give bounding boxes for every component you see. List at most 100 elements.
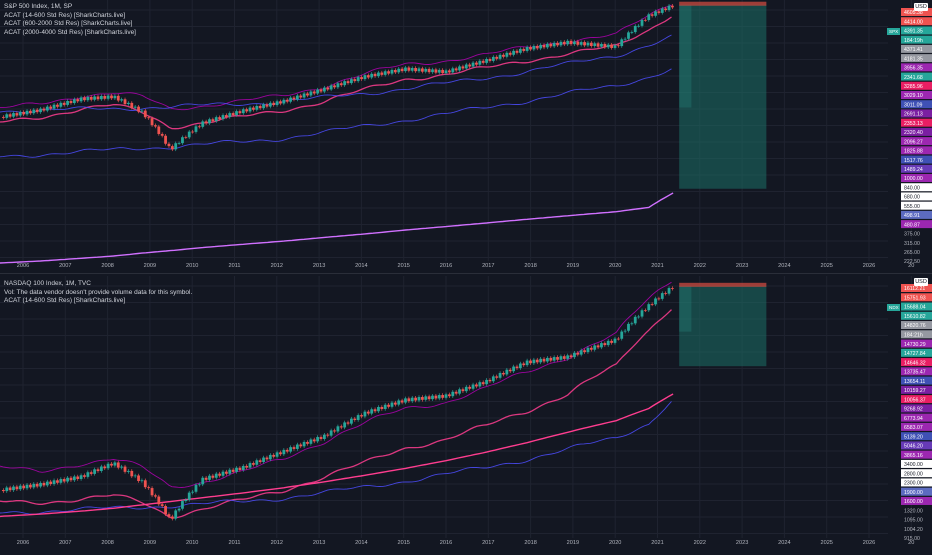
ndx-candle[interactable] (478, 382, 482, 387)
spx-candle[interactable] (417, 68, 421, 72)
spx-candle[interactable] (579, 42, 583, 45)
ndx-candle[interactable] (657, 298, 661, 300)
spx-candle[interactable] (664, 8, 668, 11)
spx-candle[interactable] (285, 99, 289, 102)
spx-candle[interactable] (150, 118, 154, 126)
ndx-currency-button[interactable]: USD (914, 278, 928, 286)
spx-candle[interactable] (387, 71, 390, 74)
spx-title[interactable]: S&P 500 Index, 1M, SP (4, 3, 73, 10)
spx-candle[interactable] (208, 119, 211, 124)
spx-candle[interactable] (333, 85, 336, 88)
ndx-candle[interactable] (326, 434, 330, 436)
spx-candle[interactable] (56, 104, 59, 107)
ndx-candle[interactable] (66, 477, 69, 482)
spx-projection-box[interactable] (679, 4, 767, 189)
spx-candle[interactable] (110, 95, 113, 99)
spx-candle[interactable] (596, 43, 600, 47)
ndx-candle[interactable] (589, 347, 593, 350)
ndx-candle[interactable] (498, 372, 502, 378)
spx-candle[interactable] (353, 79, 357, 82)
ndx-candle[interactable] (444, 394, 448, 398)
ndx-candle[interactable] (157, 496, 161, 505)
spx-candle[interactable] (106, 95, 110, 99)
ndx-candle[interactable] (596, 345, 600, 348)
ndx-candle[interactable] (25, 484, 29, 489)
ndx-candle[interactable] (194, 484, 198, 492)
spx-candle[interactable] (610, 44, 613, 48)
spx-candle[interactable] (390, 69, 394, 74)
ndx-candle[interactable] (431, 395, 434, 400)
spx-candle[interactable] (137, 106, 140, 112)
spx-candle[interactable] (72, 99, 76, 104)
ndx-candle[interactable] (650, 304, 654, 305)
ndx-candle[interactable] (221, 471, 225, 476)
ndx-candle[interactable] (569, 355, 573, 358)
ndx-candle[interactable] (45, 481, 49, 486)
ndx-candle[interactable] (552, 357, 556, 361)
ndx-candle[interactable] (235, 467, 238, 472)
ndx-candle[interactable] (424, 396, 428, 400)
spx-candle[interactable] (427, 68, 431, 73)
spx-candle[interactable] (657, 11, 661, 13)
spx-candle[interactable] (25, 110, 29, 115)
ndx-candle[interactable] (535, 359, 539, 363)
spx-candle[interactable] (160, 133, 164, 136)
ndx-candle[interactable] (268, 454, 272, 460)
ndx-candle[interactable] (282, 449, 286, 455)
spx-candle[interactable] (184, 137, 188, 139)
ndx-candle[interactable] (191, 491, 195, 493)
spx-candle[interactable] (667, 5, 671, 11)
ndx-candle[interactable] (566, 355, 570, 359)
ndx-candle[interactable] (299, 444, 303, 447)
ndx-candle[interactable] (231, 469, 235, 472)
ndx-candle[interactable] (529, 360, 532, 364)
spx-candle[interactable] (623, 38, 627, 40)
ndx-candle[interactable] (512, 366, 516, 372)
spx-candle[interactable] (312, 91, 316, 94)
ndx-candle[interactable] (72, 476, 76, 481)
ndx-candle[interactable] (309, 439, 313, 444)
spx-candle[interactable] (282, 99, 286, 104)
ndx-symbol-tag[interactable]: NDX (889, 305, 899, 310)
ndx-candle[interactable] (387, 404, 390, 407)
ndx-candle[interactable] (143, 480, 147, 488)
spx-candle[interactable] (535, 45, 539, 49)
ndx-pane[interactable]: 16112.21 15751.93 15688.04 15610.82 14820.76… (0, 276, 932, 542)
spx-pane[interactable]: 4605.38 4414.00 4391.35 184:19h 4371.41 4181.… (0, 0, 932, 265)
ndx-candle[interactable] (99, 466, 103, 472)
ndx-candle[interactable] (56, 480, 59, 483)
spx-candle[interactable] (18, 111, 22, 116)
spx-candle[interactable] (671, 5, 674, 8)
ndx-candle[interactable] (170, 516, 174, 519)
spx-candle[interactable] (468, 64, 472, 67)
ndx-candle[interactable] (201, 477, 205, 485)
ndx-indicator-1[interactable]: ACAT (14-600 Std Res) [SharkCharts.live] (4, 297, 126, 305)
ndx-candle[interactable] (495, 376, 499, 378)
ndx-candle[interactable] (360, 415, 363, 417)
spx-candle[interactable] (441, 69, 445, 74)
ndx-candle[interactable] (667, 288, 671, 294)
ndx-candle[interactable] (637, 316, 641, 318)
spx-candle[interactable] (397, 68, 401, 73)
ndx-candle[interactable] (627, 323, 630, 331)
spx-candle[interactable] (542, 44, 546, 48)
ndx-candle[interactable] (89, 472, 93, 474)
ndx-candle[interactable] (154, 495, 157, 497)
spx-candle[interactable] (143, 110, 147, 118)
ndx-candle[interactable] (623, 330, 627, 332)
spx-candle[interactable] (336, 83, 340, 88)
spx-candle[interactable] (224, 115, 228, 118)
ndx-candle[interactable] (241, 465, 245, 470)
ndx-candle[interactable] (373, 409, 377, 412)
spx-candle[interactable] (252, 107, 255, 110)
ndx-candle[interactable] (59, 479, 63, 483)
ndx-candle[interactable] (339, 426, 343, 428)
spx-candle[interactable] (83, 97, 86, 101)
ndx-candle[interactable] (76, 476, 80, 479)
ndx-candle[interactable] (464, 386, 468, 392)
ndx-candle[interactable] (295, 444, 299, 449)
ndx-candle[interactable] (410, 397, 414, 402)
ndx-candle[interactable] (363, 411, 367, 417)
ndx-candle[interactable] (485, 379, 488, 385)
spx-candle[interactable] (86, 96, 90, 101)
